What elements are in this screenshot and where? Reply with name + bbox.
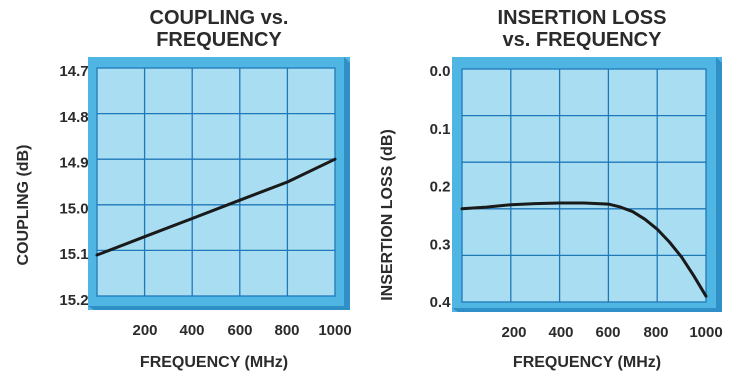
insertion-loss-x-tick-label: 800 [643,324,668,341]
insertion-loss-chart-title-line2: vs. FREQUENCY [503,29,663,51]
insertion-loss-y-tick-label: 0.3 [430,236,451,253]
insertion-loss-y-tick-label: 0.2 [430,179,451,196]
coupling-chart: COUPLING vs. FREQUENCY 14.714.814.915.01… [15,7,352,371]
insertion-loss-x-tick-label: 200 [501,324,526,341]
coupling-plot-border [96,67,336,297]
insertion-loss-chart-title-line1: INSERTION LOSS [498,7,667,29]
coupling-x-tick-label: 800 [274,322,299,339]
coupling-y-tick-label: 14.9 [59,155,88,172]
insertion-loss-y-axis-label: INSERTION LOSS (dB) [379,129,396,301]
insertion-loss-frame-right-edge [716,57,722,312]
coupling-x-tick-label: 1000 [318,322,351,339]
insertion-loss-plot-border [461,68,707,303]
insertion-loss-x-tick-label: 400 [548,324,573,341]
coupling-x-tick-label: 400 [179,322,204,339]
insertion-loss-y-tick-label: 0.0 [430,63,451,80]
insertion-loss-frame-bottom-edge [452,308,722,312]
insertion-loss-x-axis-label: FREQUENCY (MHz) [513,354,661,371]
coupling-frame-bottom-edge [88,306,350,310]
coupling-y-tick-label: 15.1 [59,246,88,263]
coupling-frame-right-edge [344,57,350,310]
coupling-chart-title-line1: COUPLING vs. [150,7,289,29]
coupling-chart-title-line2: FREQUENCY [156,29,282,51]
coupling-y-tick-label: 14.7 [59,63,88,80]
insertion-loss-plot-area: 0.0 0.1 0.2 0.3 0.4 200 400 600 800 1000 [430,57,723,341]
insertion-loss-series-line [460,201,708,298]
coupling-series-line [95,157,337,257]
coupling-plot-background [97,68,335,296]
insertion-loss-chart: INSERTION LOSS vs. FREQUENCY 0.00.10.20.… [379,7,723,371]
coupling-y-tick-label: 14.8 [59,109,88,126]
coupling-x-tick-label: 200 [132,322,157,339]
coupling-x-tick-label: 600 [227,322,252,339]
insertion-loss-x-tick-label: 1000 [689,324,722,341]
coupling-plot-area: 14.7 14.8 14.9 15.0 15.1 15.2 200 400 600 800 1000 [59,57,352,339]
coupling-y-tick-label: 15.0 [59,200,88,217]
insertion-loss-y-tick-label: 0.1 [430,121,451,138]
coupling-y-axis-label: COUPLING (dB) [15,145,32,266]
coupling-y-tick-label: 15.2 [59,292,88,309]
insertion-loss-y-tick-label: 0.4 [430,294,452,311]
insertion-loss-x-tick-label: 600 [595,324,620,341]
insertion-loss-plot-background [462,69,706,302]
coupling-x-axis-label: FREQUENCY (MHz) [140,354,288,371]
